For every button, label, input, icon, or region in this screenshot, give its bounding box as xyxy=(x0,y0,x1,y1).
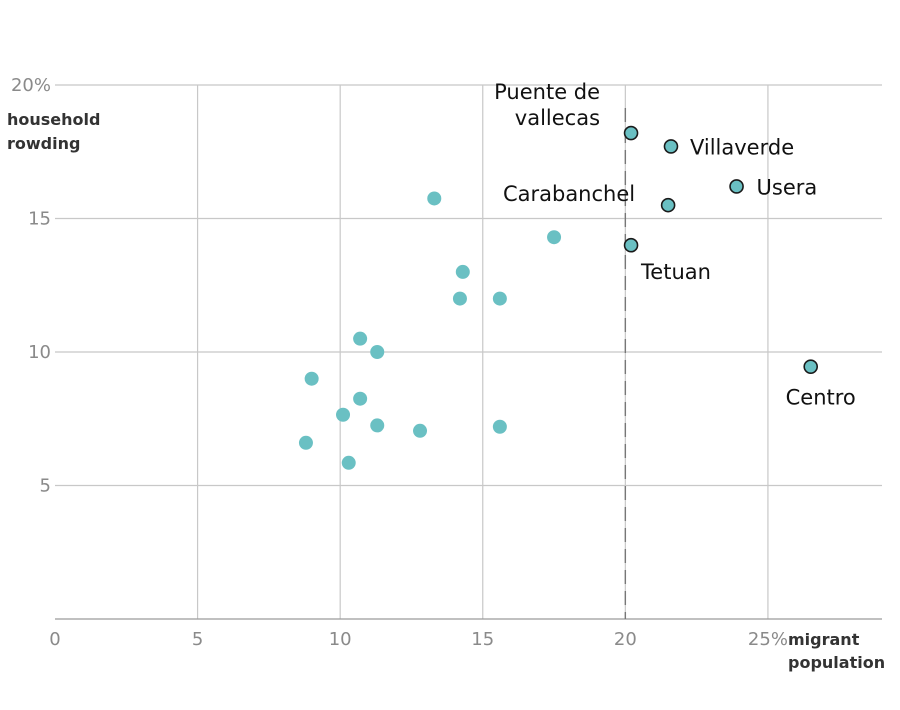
data-point xyxy=(336,407,351,422)
point-layer xyxy=(298,125,819,470)
y-axis-title: household xyxy=(7,110,100,129)
y-axis-title: rowding xyxy=(7,134,80,153)
highlighted-point xyxy=(623,237,639,253)
point-label-line: Villaverde xyxy=(690,135,794,159)
x-tick-label: 10 xyxy=(329,629,352,650)
highlighted-point xyxy=(660,197,676,213)
data-point xyxy=(413,423,428,438)
data-point xyxy=(547,230,562,245)
data-point xyxy=(353,391,368,406)
point-label: Villaverde xyxy=(690,135,794,159)
point-label: Usera xyxy=(757,175,818,199)
point-label-line: Tetuan xyxy=(640,260,711,284)
point-label: Puente de vallecas xyxy=(494,80,600,130)
point-label: Carabanchel xyxy=(503,182,635,206)
x-axis-title: migrant xyxy=(788,630,860,649)
point-label: Centro xyxy=(786,386,856,410)
point-label-line: Puente de xyxy=(494,80,600,104)
y-tick-label: 5 xyxy=(40,476,51,497)
y-tick-label: 20% xyxy=(11,75,51,96)
data-point xyxy=(492,291,507,306)
x-tick-label: 5 xyxy=(192,629,203,650)
highlighted-point xyxy=(729,179,744,194)
highlighted-point xyxy=(663,139,679,154)
data-point xyxy=(370,418,385,433)
x-tick-label: 0 xyxy=(49,629,60,650)
y-tick-label: 15 xyxy=(28,209,51,230)
data-point xyxy=(341,455,356,470)
grid-layer xyxy=(55,84,882,619)
data-point xyxy=(455,264,470,279)
y-tick-label: 10 xyxy=(28,342,51,363)
x-tick-label: 25% xyxy=(748,629,788,650)
data-point xyxy=(452,291,467,306)
data-point xyxy=(353,331,368,346)
data-point xyxy=(492,419,507,434)
highlighted-point xyxy=(623,125,639,141)
point-label: Tetuan xyxy=(640,260,711,284)
point-label-line: Usera xyxy=(757,175,818,199)
highlighted-point xyxy=(803,359,819,374)
data-point xyxy=(298,435,313,450)
x-axis-title: population xyxy=(788,653,885,672)
x-tick-label: 15 xyxy=(471,629,494,650)
label-layer: Puente de vallecas Villaverde Usera Carabanc… xyxy=(494,80,856,410)
x-tick-label: 20 xyxy=(614,629,637,650)
data-point xyxy=(304,371,319,386)
point-label-line: Carabanchel xyxy=(503,182,635,206)
data-point xyxy=(370,345,385,359)
data-point xyxy=(427,191,442,206)
point-label-line: vallecas xyxy=(515,106,600,130)
point-label-line: Centro xyxy=(786,386,856,410)
axis-layer: 5 10 15 20% 0 5 10 15 20 25% household rowding migra… xyxy=(7,75,885,672)
